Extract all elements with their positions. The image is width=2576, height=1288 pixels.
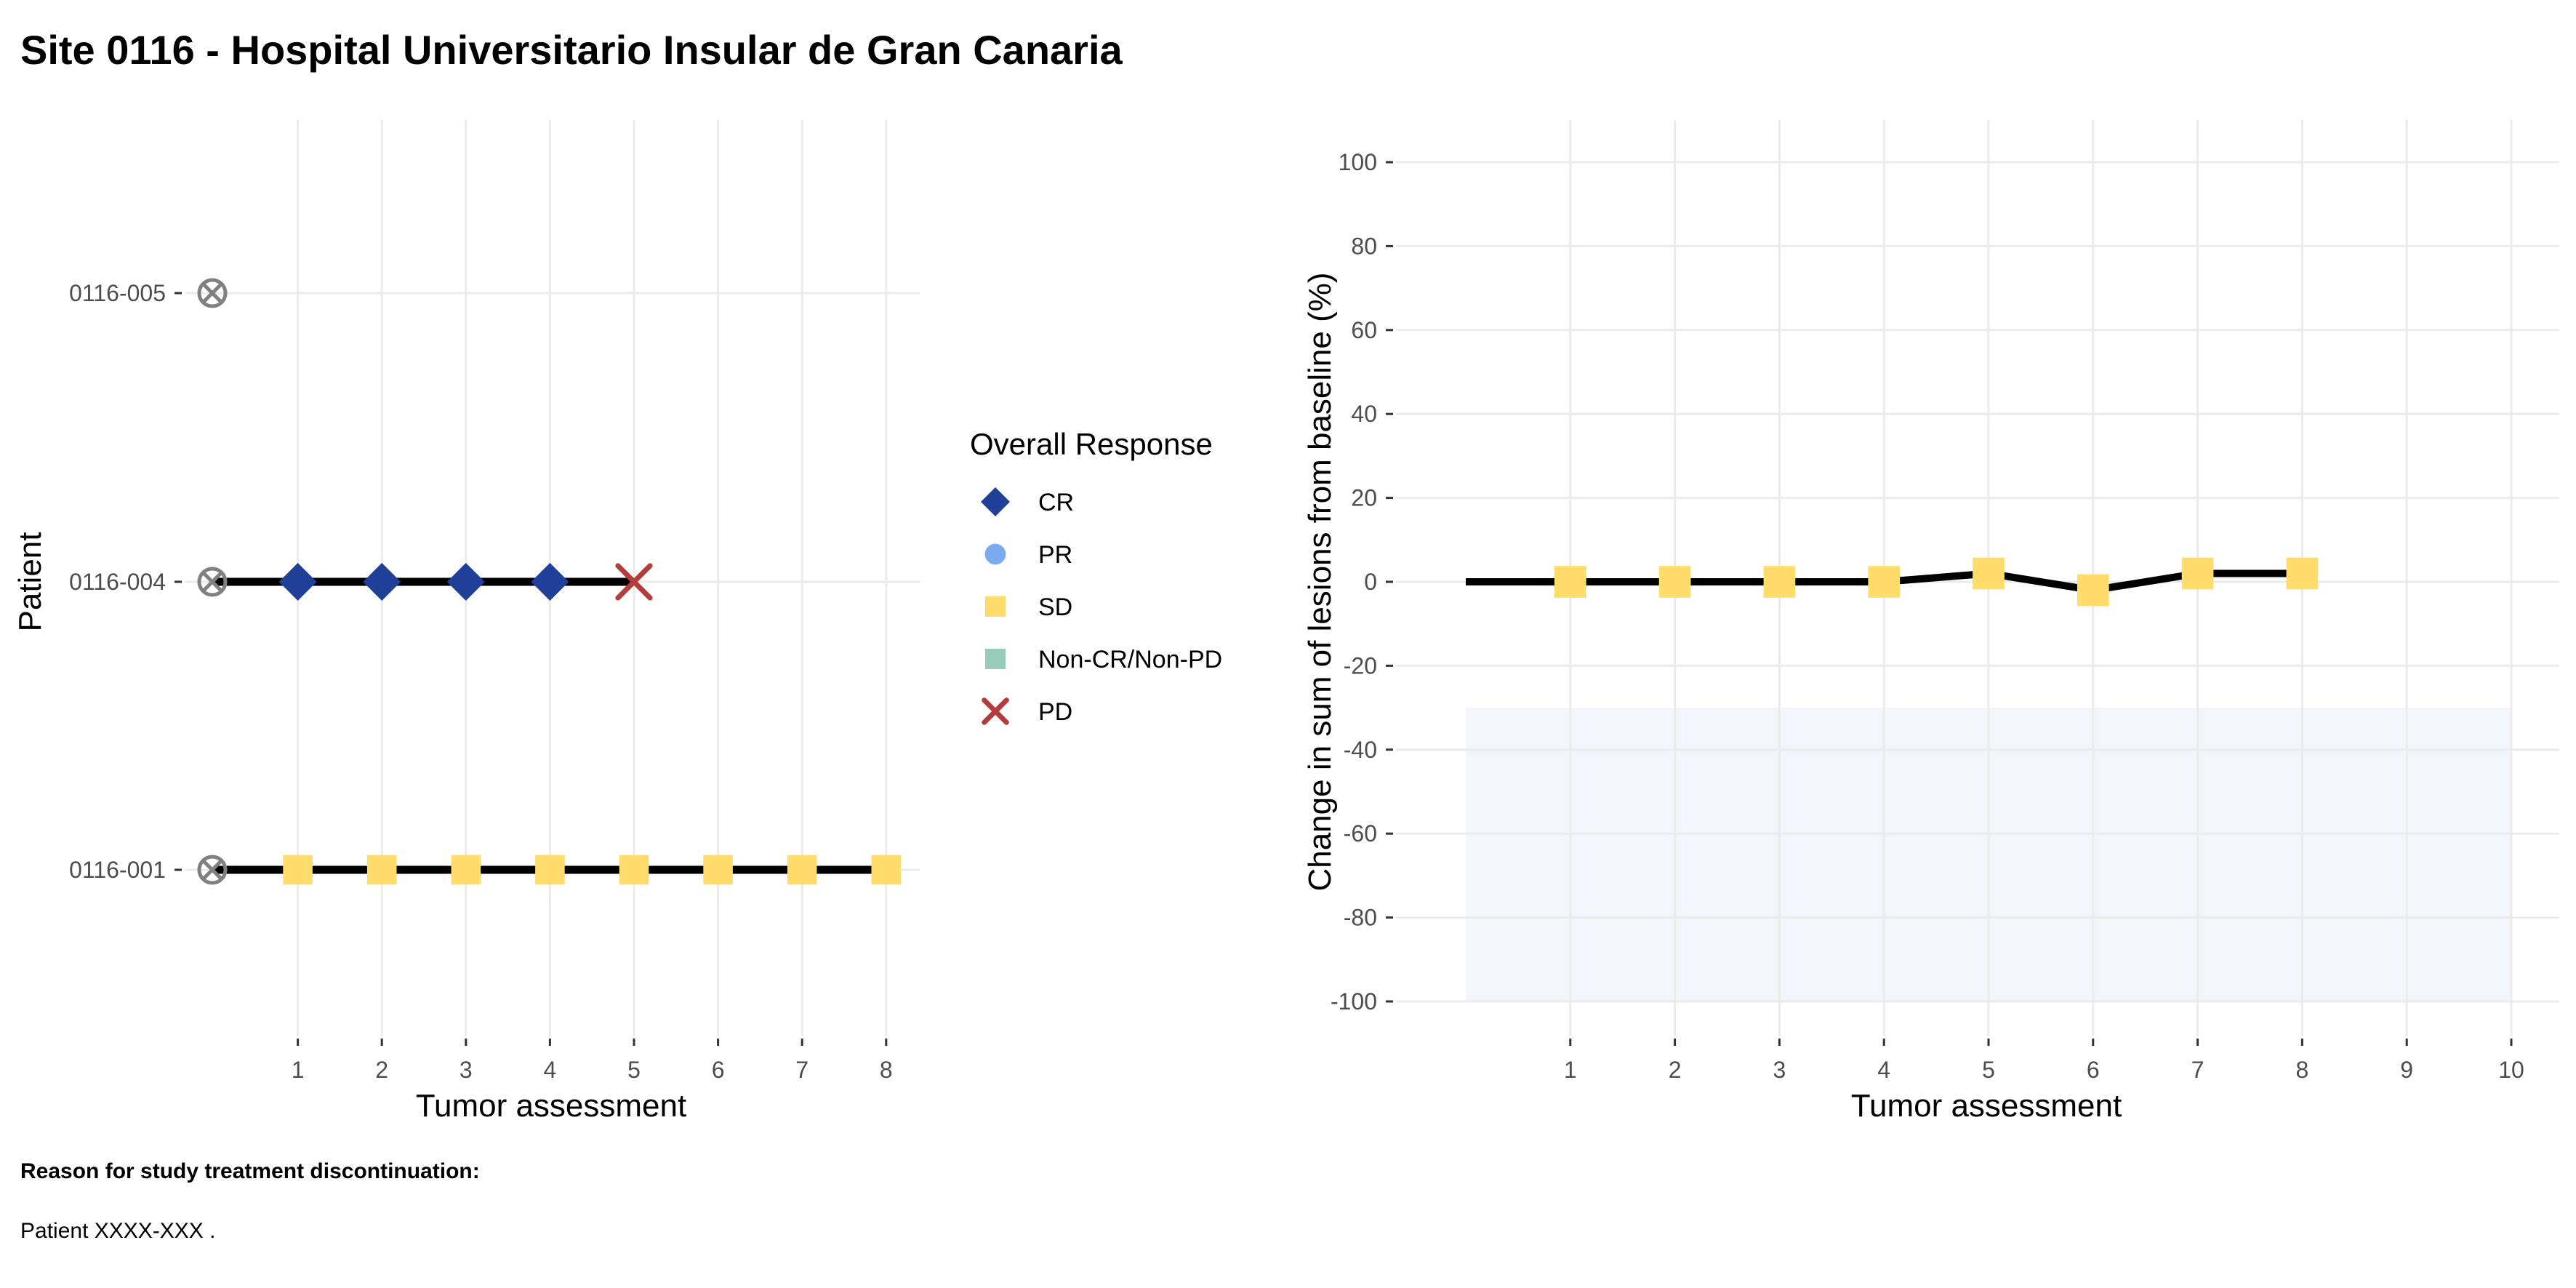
x-tick-label: 10 (2498, 1057, 2524, 1083)
x-tick-label: 4 (544, 1057, 557, 1083)
x-tick-label: 9 (2400, 1057, 2413, 1083)
response-marker-sd (703, 855, 733, 885)
x-tick-label: 6 (712, 1057, 725, 1083)
response-marker-cr (363, 563, 401, 601)
y-tick-label: 0116-001 (69, 857, 166, 883)
x-tick-label: 2 (375, 1057, 388, 1083)
swimmer-plot-panel: 0116-001 0116-004 0116-005 1 2 3 4 5 6 7 8 Tumor as… (12, 120, 920, 1124)
y-tick-label: 20 (1351, 485, 1377, 511)
y-tick-label: -20 (1344, 652, 1377, 679)
data-point-sd (1658, 566, 1691, 598)
x-axis-title: Tumor assessment (416, 1088, 686, 1124)
response-marker-sd (366, 855, 397, 885)
response-marker-pd (615, 563, 653, 601)
x-tick-label: 8 (880, 1057, 893, 1083)
x-tick-label: 3 (1773, 1057, 1786, 1083)
baseline-marker (197, 855, 228, 885)
legend-title: Overall Response (970, 427, 1213, 461)
x-tick-label: 5 (627, 1057, 641, 1083)
y-tick-label: -60 (1344, 820, 1377, 847)
x-tick-label: 1 (292, 1057, 305, 1083)
legend-label: PR (1038, 541, 1072, 569)
chart-title: Site 0116 - Hospital Universitario Insul… (20, 27, 1123, 73)
response-marker-sd (787, 855, 817, 885)
x-tick-label: 5 (1982, 1057, 1995, 1083)
baseline-marker-cross (201, 859, 223, 881)
x-tick-label: 1 (1564, 1057, 1577, 1083)
x-tick-label: 7 (2191, 1057, 2204, 1083)
data-point-sd (1554, 566, 1586, 598)
legend-key-pd (982, 697, 1009, 725)
data-point-sd (1973, 557, 2005, 590)
y-tick-label: 0 (1364, 569, 1377, 595)
data-point-sd (2077, 574, 2109, 607)
data-point-sd (1763, 566, 1796, 598)
y-tick-label: -100 (1331, 988, 1377, 1015)
response-marker-cr (531, 563, 569, 601)
legend-label: CR (1038, 489, 1074, 516)
response-marker-sd (619, 855, 649, 885)
legend-key-pr (984, 543, 1006, 565)
legend: Overall Response CR PR SD Non-CR/Non-PD PD (970, 427, 1222, 726)
y-tick-label: 100 (1339, 149, 1377, 175)
y-tick-label: 0116-005 (69, 280, 166, 306)
data-point-sd (1868, 566, 1901, 598)
x-tick-label: 6 (2087, 1057, 2100, 1083)
response-marker-cr (278, 563, 317, 601)
data-point-sd (2286, 557, 2319, 590)
x-tick-label: 3 (460, 1057, 473, 1083)
y-tick-label: 0116-004 (69, 569, 166, 595)
legend-key-sd (984, 596, 1006, 617)
y-tick-label: 80 (1351, 233, 1377, 259)
y-tick-label: 60 (1351, 317, 1377, 343)
y-axis-title: Change in sum of lesions from baseline (… (1302, 272, 1338, 891)
response-marker-cr (446, 563, 485, 601)
x-tick-label: 2 (1669, 1057, 1682, 1083)
lesion-change-panel: 100 80 60 40 20 0 -20 -40 -60 -80 -100 1 2 3 4 5 6 7 8 9 10 T… (1302, 120, 2559, 1124)
response-marker-sd (283, 855, 313, 885)
baseline-marker-cross (201, 571, 223, 593)
legend-key-noncrnonpd (984, 648, 1006, 670)
baseline-marker (197, 278, 228, 308)
response-marker-sd (871, 855, 902, 885)
x-tick-label: 4 (1877, 1057, 1890, 1083)
data-point-sd (2181, 557, 2214, 590)
x-tick-label: 8 (2296, 1057, 2309, 1083)
legend-key-cr (981, 487, 1010, 516)
footnote-text: Patient XXXX-XXX . (20, 1219, 216, 1243)
y-tick-label: 40 (1351, 401, 1377, 427)
legend-label: PD (1038, 698, 1072, 726)
x-tick-label: 7 (795, 1057, 808, 1083)
legend-label: Non-CR/Non-PD (1038, 646, 1222, 673)
y-tick-label: -80 (1344, 905, 1377, 931)
response-marker-sd (535, 855, 565, 885)
baseline-marker-cross (201, 282, 223, 304)
footnote-heading: Reason for study treatment discontinuati… (20, 1159, 480, 1183)
y-axis-title: Patient (12, 532, 48, 632)
legend-label: SD (1038, 593, 1072, 621)
baseline-marker (197, 567, 228, 597)
x-axis-title: Tumor assessment (1851, 1088, 2122, 1124)
y-tick-label: -40 (1344, 737, 1377, 763)
response-marker-sd (451, 855, 481, 885)
